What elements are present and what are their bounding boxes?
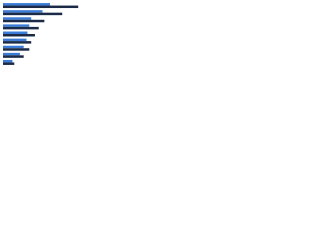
bar	[3, 52, 20, 56]
bar	[3, 24, 30, 27]
bar	[3, 31, 28, 34]
bar	[3, 38, 27, 42]
bar	[3, 48, 30, 51]
bar	[3, 3, 50, 6]
bar	[3, 10, 43, 13]
page: {"chart_data": {"type": "hbar", "categor…	[0, 0, 320, 71]
bar	[3, 34, 35, 37]
bar	[3, 12, 63, 16]
bar	[3, 19, 45, 23]
bar	[3, 26, 39, 30]
bar	[3, 55, 24, 58]
bar	[3, 45, 24, 49]
bar	[3, 17, 32, 20]
bar	[3, 59, 13, 63]
bar	[3, 62, 15, 65]
chart	[3, 3, 79, 65]
bar	[3, 41, 32, 44]
bar	[3, 5, 79, 9]
